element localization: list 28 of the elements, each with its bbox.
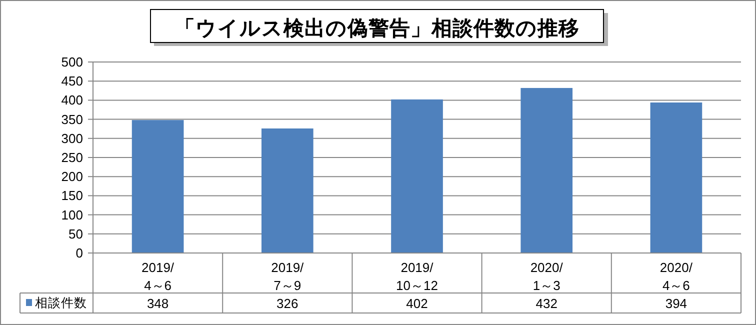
bar (261, 128, 314, 253)
y-tick-label: 200 (61, 169, 83, 184)
y-tick-label: 50 (68, 226, 83, 242)
y-tick-label: 250 (61, 150, 83, 165)
bar (520, 88, 573, 253)
bar (391, 99, 443, 253)
y-tick-label: 150 (61, 188, 83, 204)
bar (132, 120, 184, 253)
y-tick-label: 400 (61, 92, 83, 108)
x-tick-label: 2019/ 7～9 (271, 260, 304, 293)
data-label: 402 (406, 296, 428, 311)
y-tick-label: 350 (61, 112, 83, 127)
x-tick-label: 2020/ 4～6 (660, 260, 693, 293)
bar (650, 102, 702, 253)
x-tick-label: 2020/ 1～3 (530, 260, 564, 293)
y-tick-label: 450 (61, 74, 83, 89)
x-tick-label: 2019/ 4～6 (142, 260, 174, 293)
chart-title: 「ウイルス検出の偽警告」相談件数の推移 (174, 17, 580, 40)
y-tick-label: 500 (61, 54, 83, 70)
y-tick-label: 100 (61, 207, 83, 222)
y-tick-label: 300 (61, 130, 83, 146)
y-tick-label: 0 (76, 246, 83, 260)
data-label: 348 (146, 296, 169, 311)
legend-label: 相談件数 (35, 296, 87, 310)
data-label: 326 (276, 296, 298, 311)
data-label: 432 (536, 296, 558, 311)
data-label: 394 (665, 296, 688, 311)
x-tick-label: 2019/ 10～12 (396, 260, 438, 293)
